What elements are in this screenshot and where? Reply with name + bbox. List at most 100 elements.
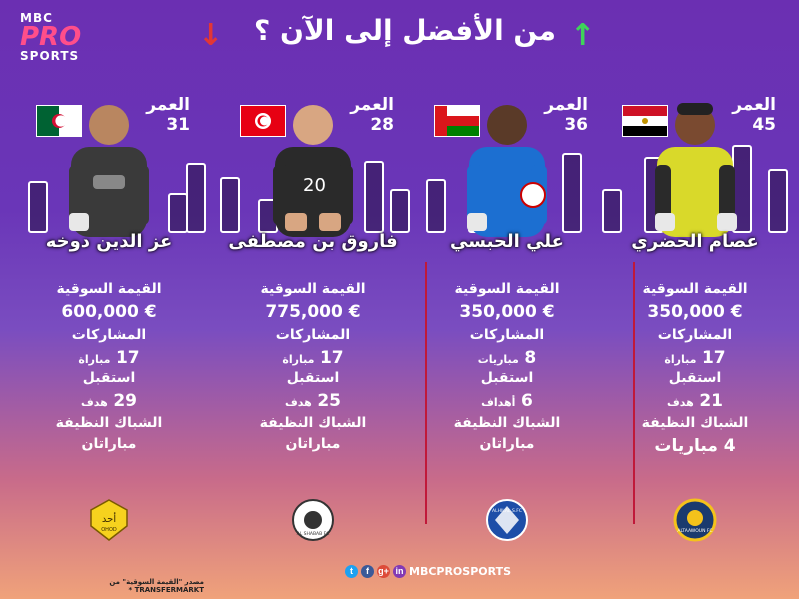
conceded-row: 25 هدف — [218, 391, 408, 411]
conceded-unit: أهداف — [481, 396, 516, 409]
market-value-label: القيمة السوقية — [642, 281, 748, 297]
conceded-value: 29 — [113, 391, 137, 411]
player-card-ben-mustapha: العمر 28 20 فاروق بن مصطفى القيمة السوقي… — [218, 85, 410, 555]
tunisia-flag-icon — [240, 105, 286, 137]
divider-line — [633, 262, 635, 524]
appearances-value: 17 — [701, 348, 726, 368]
player-name: فاروق بن مصطفى — [228, 231, 398, 252]
market-value-label: القيمة السوقية — [56, 281, 162, 297]
market-value: € 350,000 — [459, 302, 555, 322]
age-label: العمر — [544, 95, 588, 115]
social-footer: t f g+ in MBCPROSPORTS — [345, 565, 511, 578]
market-value-label: القيمة السوقية — [454, 281, 560, 297]
bars-decoration — [218, 145, 410, 233]
player-name: عصام الحضري — [631, 231, 759, 252]
appearances-unit: مباراة — [664, 353, 697, 366]
logo-mbc: MBC — [20, 11, 53, 25]
taawoun-badge-icon: ALTAAWOUN FC — [673, 498, 717, 542]
conceded-label: استقبل — [480, 370, 534, 386]
page-title: من الأفضل إلى الآن ؟ — [254, 14, 556, 47]
bars-decoration — [600, 145, 790, 233]
conceded-unit: هدف — [80, 396, 108, 409]
age-label: العمر — [732, 95, 776, 115]
egypt-flag-icon — [622, 105, 668, 137]
logo-sports: SPORTS — [20, 49, 80, 63]
player-name: علي الحبسي — [450, 231, 564, 252]
conceded-row: 6 أهداف — [412, 391, 602, 411]
clean-sheets-value: مباراتان — [479, 436, 535, 452]
twitter-icon[interactable]: t — [345, 565, 358, 578]
appearances-value: 17 — [319, 348, 344, 368]
appearances-label: المشاركات — [469, 327, 545, 343]
instagram-icon[interactable]: in — [393, 565, 406, 578]
bars-decoration — [14, 145, 206, 233]
player-photo — [655, 103, 737, 237]
appearances-unit: مباريات — [477, 353, 519, 366]
up-arrow-icon: ↑ — [570, 18, 596, 53]
conceded-row: 29 هدف — [14, 391, 204, 411]
market-value: € 775,000 — [265, 302, 361, 322]
svg-text:ALHILAL S.FC: ALHILAL S.FC — [492, 508, 522, 514]
clean-sheets-label: الشباك النظيفة — [259, 415, 367, 431]
mbc-pro-sports-logo: MBC PRO SPORTS — [20, 12, 90, 67]
svg-text:أحد: أحد — [102, 512, 116, 525]
appearances-label: المشاركات — [71, 327, 147, 343]
al-shabab-badge-icon: AL SHABAB FC — [292, 499, 334, 541]
age-value: 36 — [564, 115, 588, 135]
conceded-row: 21 هدف — [600, 391, 790, 411]
svg-text:AL SHABAB FC: AL SHABAB FC — [297, 531, 330, 537]
appearances-value: 8 — [524, 348, 537, 368]
player-name: عز الدين دوخه — [45, 231, 173, 252]
appearances-row: 8 مباريات — [412, 348, 602, 368]
clean-sheets-value: مباراتان — [285, 436, 341, 452]
clean-sheets-label: الشباك النظيفة — [641, 415, 749, 431]
social-handle[interactable]: MBCPROSPORTS — [409, 565, 512, 578]
appearances-value: 17 — [115, 348, 140, 368]
appearances-unit: مباراة — [78, 353, 111, 366]
age-label: العمر — [350, 95, 394, 115]
google-plus-icon[interactable]: g+ — [377, 565, 390, 578]
player-photo — [69, 105, 149, 237]
age-value: 45 — [752, 115, 776, 135]
source-note: مصدر "القيمة السوقية" من TRANSFERMARKT * — [109, 578, 204, 594]
player-card-hadary: العمر 45 عصام الحضري القيمة السوقية € 35… — [600, 85, 790, 555]
clean-sheets-label: الشباك النظيفة — [55, 415, 163, 431]
player-photo — [467, 105, 547, 237]
market-value-label: القيمة السوقية — [260, 281, 366, 297]
algeria-flag-icon — [36, 105, 82, 137]
age-label: العمر — [146, 95, 190, 115]
ohod-badge-icon: أحد OHOD — [90, 499, 128, 541]
player-card-doukha: العمر 31 عز الدين دوخه القيمة السوقية € … — [14, 85, 206, 555]
market-value: € 600,000 — [61, 302, 157, 322]
conceded-label: استقبل — [668, 370, 722, 386]
conceded-value: 21 — [699, 391, 723, 411]
svg-text:OHOD: OHOD — [101, 527, 117, 533]
oman-flag-icon — [434, 105, 480, 137]
clean-sheets-value: مباراتان — [81, 436, 137, 452]
age-value: 28 — [370, 115, 394, 135]
appearances-row: 17 مباراة — [218, 348, 408, 368]
facebook-icon[interactable]: f — [361, 565, 374, 578]
conceded-label: استقبل — [82, 370, 136, 386]
appearances-row: 17 مباراة — [600, 348, 790, 368]
appearances-row: 17 مباراة — [14, 348, 204, 368]
appearances-label: المشاركات — [657, 327, 733, 343]
conceded-unit: هدف — [666, 396, 694, 409]
conceded-value: 25 — [317, 391, 341, 411]
svg-text:20: 20 — [303, 175, 326, 196]
market-value: € 350,000 — [647, 302, 743, 322]
logo-pro: PRO — [20, 22, 82, 52]
appearances-label: المشاركات — [275, 327, 351, 343]
al-hilal-badge-icon: ALHILAL S.FC — [486, 499, 528, 541]
player-card-habsi: العمر 36 علي الحبسي القيمة السوقية € 350… — [412, 85, 602, 555]
svg-text:ALTAAWOUN FC: ALTAAWOUN FC — [677, 528, 712, 534]
age-value: 31 — [166, 115, 190, 135]
down-arrow-icon: ↓ — [198, 18, 224, 53]
divider-line — [425, 262, 427, 524]
clean-sheets-value: 4 مباريات — [654, 436, 736, 456]
conceded-unit: هدف — [284, 396, 312, 409]
conceded-value: 6 — [521, 391, 533, 411]
conceded-label: استقبل — [286, 370, 340, 386]
clean-sheets-label: الشباك النظيفة — [453, 415, 561, 431]
